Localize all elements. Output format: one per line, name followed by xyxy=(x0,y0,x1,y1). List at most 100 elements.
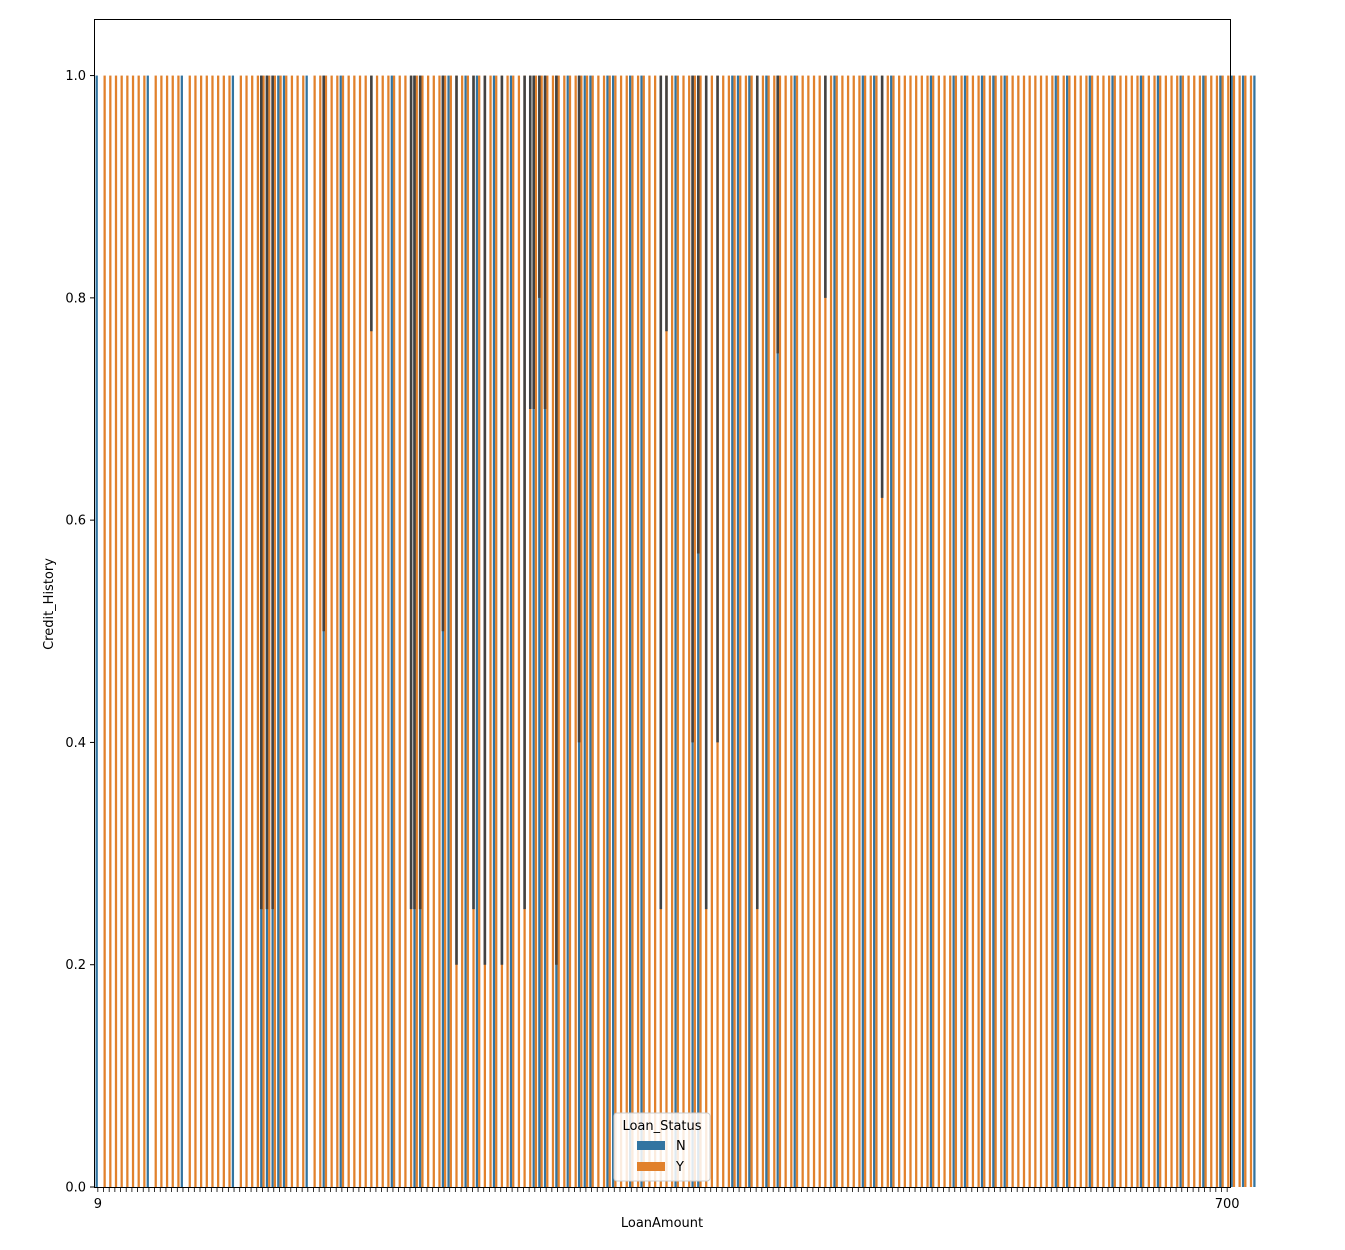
bar-y-119 xyxy=(773,75,776,1188)
bar-y-49 xyxy=(375,75,379,1188)
bar-y-131 xyxy=(841,75,844,1188)
bar-y-125 xyxy=(807,75,810,1188)
bar-n-156 xyxy=(980,75,984,1188)
bar-n-70 xyxy=(492,75,496,1188)
bar-y-89 xyxy=(602,75,606,1188)
bar-y-33 xyxy=(285,75,288,1188)
x-tick-label-first: 9 xyxy=(94,1197,102,1212)
bar-y-78 xyxy=(540,75,543,1188)
bar-y-137 xyxy=(875,75,878,1188)
bar-y-130 xyxy=(835,75,838,1188)
bar-y-201 xyxy=(1238,75,1241,1188)
bar-y-60 xyxy=(438,75,441,1188)
bar-y-100 xyxy=(665,75,668,1188)
bar-n-153 xyxy=(963,75,967,1188)
bar-y-69 xyxy=(489,75,492,1188)
bar-y-95 xyxy=(636,75,640,1188)
bar-y-180 xyxy=(1119,75,1122,1188)
bar-y-108 xyxy=(710,75,714,1188)
bar-y-102 xyxy=(676,75,679,1188)
bar-n-24 xyxy=(231,75,235,1188)
bar-y-113 xyxy=(739,75,742,1188)
bar-y-86 xyxy=(585,75,589,1188)
bar-n-169 xyxy=(1054,75,1057,1188)
bar-y-184 xyxy=(1142,75,1145,1188)
bars-layer xyxy=(95,75,1256,1188)
bar-y-178 xyxy=(1107,75,1111,1188)
bar-y-193 xyxy=(1193,75,1196,1188)
bar-n-78 xyxy=(538,75,541,1188)
bar-y-41 xyxy=(330,75,333,1188)
y-tick-label-4: 0.8 xyxy=(65,291,86,306)
bar-y-200 xyxy=(1232,75,1236,1188)
bar-n-112 xyxy=(731,75,734,1188)
bar-y-80 xyxy=(551,75,555,1188)
legend-title: Loan_Status xyxy=(622,1119,701,1134)
bar-y-64 xyxy=(461,75,464,1188)
bar-y-167 xyxy=(1045,75,1048,1188)
bar-y-39 xyxy=(319,75,322,1188)
bar-y-197 xyxy=(1215,75,1219,1188)
bar-y-44 xyxy=(347,75,350,1188)
bar-y-114 xyxy=(744,75,748,1188)
bar-n-0 xyxy=(95,75,98,1188)
bar-y-171 xyxy=(1068,75,1071,1188)
bar-y-191 xyxy=(1181,75,1185,1188)
bar-n-73 xyxy=(509,75,513,1188)
bar-y-19 xyxy=(205,75,208,1188)
bar-y-157 xyxy=(988,75,992,1188)
bar-y-52 xyxy=(392,75,396,1188)
bar-y-97 xyxy=(648,75,651,1188)
bar-n-52 xyxy=(390,75,393,1188)
bar-y-150 xyxy=(949,75,952,1188)
bar-y-36 xyxy=(302,75,305,1188)
bar-y-106 xyxy=(699,75,702,1188)
legend-swatch-n xyxy=(637,1141,665,1150)
bar-y-177 xyxy=(1102,75,1105,1188)
bar-y-202 xyxy=(1244,75,1247,1188)
x-axis: 9 700 xyxy=(94,1187,1240,1212)
bar-n-67 xyxy=(475,75,479,1188)
bar-y-74 xyxy=(517,75,521,1188)
bar-y-105 xyxy=(693,75,696,1188)
bar-n-33 xyxy=(282,75,286,1188)
bar-y-162 xyxy=(1017,75,1020,1188)
bar-y-155 xyxy=(977,75,980,1188)
bar-y-144 xyxy=(915,75,918,1188)
bar-y-145 xyxy=(920,75,923,1188)
bar-y-126 xyxy=(812,75,816,1188)
bar-y-117 xyxy=(761,75,765,1188)
error-bars-layer xyxy=(259,75,884,965)
bar-y-82 xyxy=(563,75,566,1188)
bar-n-175 xyxy=(1088,75,1091,1188)
bar-y-84 xyxy=(574,75,577,1188)
bar-y-183 xyxy=(1136,75,1139,1188)
y-tick-label-0: 0.0 xyxy=(65,1181,86,1196)
bar-y-51 xyxy=(387,75,390,1188)
bar-y-76 xyxy=(529,75,532,1188)
bar-y-7 xyxy=(137,75,140,1188)
bar-y-45 xyxy=(353,75,356,1188)
bar-y-40 xyxy=(324,75,328,1188)
bar-y-85 xyxy=(580,75,583,1188)
bar-n-102 xyxy=(674,75,677,1188)
bar-n-62 xyxy=(447,75,450,1188)
bar-y-120 xyxy=(778,75,782,1188)
bar-y-57 xyxy=(421,75,424,1188)
bar-y-46 xyxy=(358,75,362,1188)
x-axis-label: LoanAmount xyxy=(621,1216,703,1231)
bar-n-137 xyxy=(873,75,876,1188)
bar-y-151 xyxy=(954,75,958,1188)
bar-y-169 xyxy=(1056,75,1060,1188)
bar-y-138 xyxy=(880,75,884,1188)
bar-y-31 xyxy=(273,75,277,1188)
bar-n-184 xyxy=(1139,75,1143,1188)
bar-y-175 xyxy=(1090,75,1094,1188)
bar-y-23 xyxy=(228,75,231,1188)
bar-y-34 xyxy=(290,75,294,1188)
bar-y-30 xyxy=(268,75,271,1188)
bar-y-13 xyxy=(171,75,174,1188)
bar-n-198 xyxy=(1219,75,1222,1188)
bar-n-135 xyxy=(861,75,864,1188)
bar-n-120 xyxy=(776,75,779,1188)
